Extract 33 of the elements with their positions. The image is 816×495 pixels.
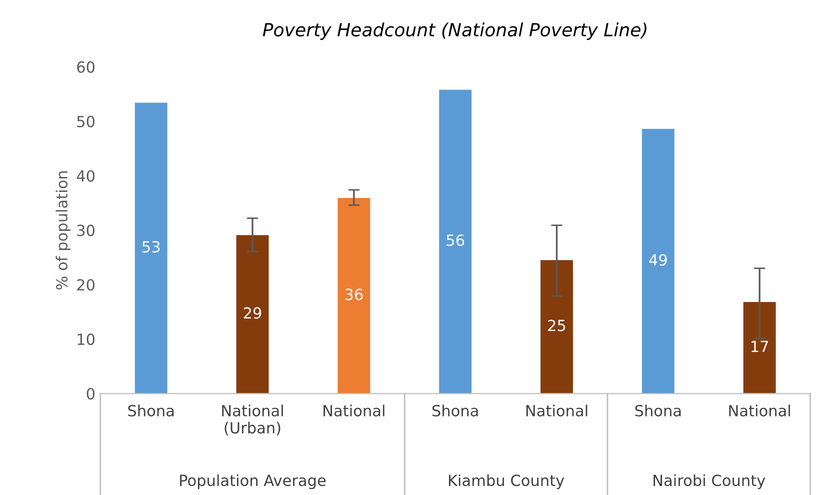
- y-tick-label: 50: [77, 116, 94, 128]
- bar: [540, 260, 573, 394]
- y-tick-label: 30: [77, 224, 94, 236]
- x-tick-label: Shona: [128, 404, 174, 416]
- data-label: 29: [244, 307, 262, 319]
- x-tick-label: National: [324, 404, 384, 416]
- y-tick-label: 0: [86, 388, 94, 400]
- data-label: 53: [142, 241, 160, 253]
- bar: [642, 128, 674, 394]
- bar: [236, 235, 269, 394]
- y-tick-label: 40: [76, 170, 94, 182]
- data-label: 36: [345, 288, 363, 300]
- text: Population Average: [180, 474, 326, 490]
- y-tick-label: 20: [77, 279, 94, 291]
- x-tick-label: Shona: [635, 404, 681, 416]
- bar: [743, 302, 776, 394]
- x-tick-label: National: [729, 404, 790, 416]
- data-label: 49: [649, 254, 667, 266]
- x-tick-label: National (Urban): [222, 404, 283, 436]
- y-tick-label: 10: [78, 334, 94, 346]
- bar: [439, 90, 472, 394]
- bar: [134, 102, 168, 394]
- data-label: 56: [446, 234, 464, 246]
- x-tick-label: Shona: [432, 404, 478, 416]
- data-label: 25: [548, 320, 566, 332]
- text: Kiambu County: [448, 474, 564, 490]
- x-tick-label: National: [526, 404, 588, 416]
- y-tick-label: 60: [77, 61, 94, 73]
- bar: [338, 198, 370, 394]
- data-label: 17: [752, 340, 768, 352]
- y-axis-title: % of population: [56, 171, 71, 290]
- text: Nairobi County: [654, 474, 766, 490]
- chart-title: Poverty Headcount (National Poverty Line): [262, 22, 646, 40]
